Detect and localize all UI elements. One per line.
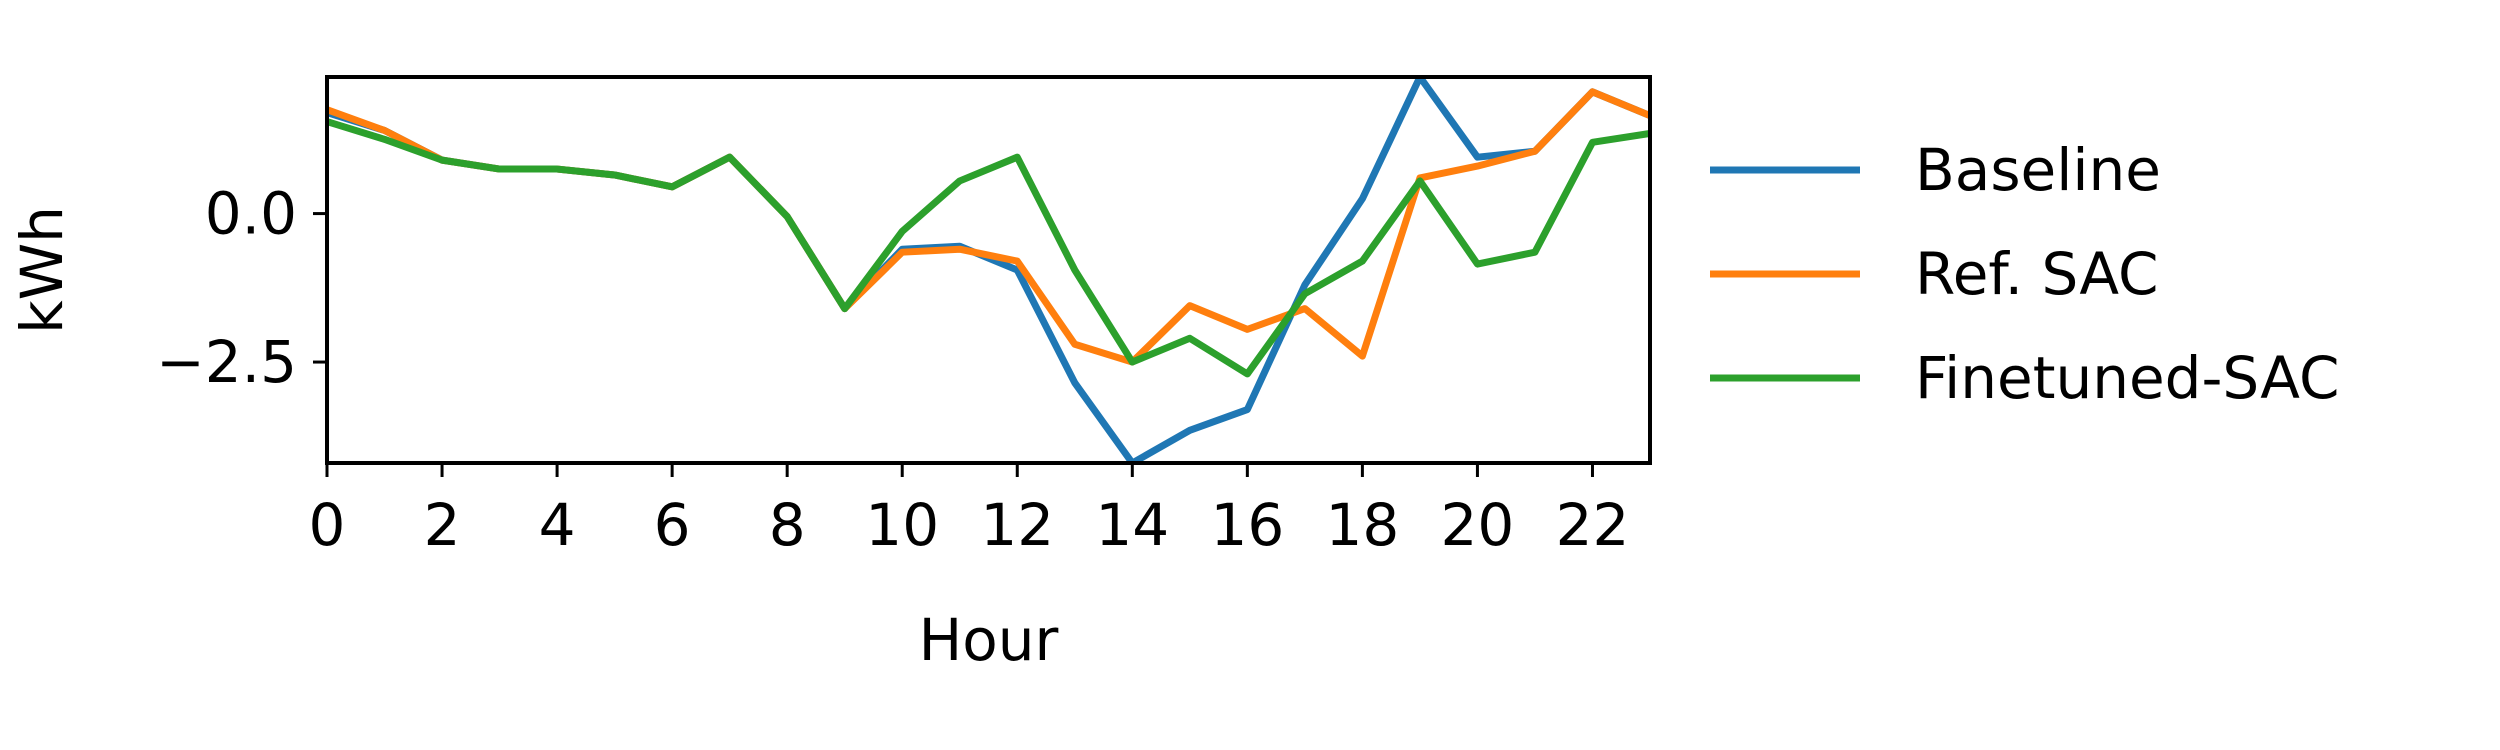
axes-frame <box>325 75 1652 465</box>
x-tick-label: 2 <box>424 491 461 559</box>
legend-label: Baseline <box>1915 136 2161 204</box>
x-tick-label: 22 <box>1556 491 1630 559</box>
x-tick-label: 12 <box>980 491 1054 559</box>
y-axis-label: kWh <box>8 206 76 334</box>
legend-label: Finetuned-SAC <box>1915 344 2339 412</box>
y-tick-label: −2.5 <box>156 328 297 396</box>
x-tick-label: 10 <box>865 491 939 559</box>
plot-area <box>327 75 1650 465</box>
x-tick-label: 20 <box>1441 491 1515 559</box>
x-tick-label: 0 <box>309 491 346 559</box>
legend-label: Ref. SAC <box>1915 240 2159 308</box>
x-tick-label: 16 <box>1210 491 1284 559</box>
x-tick-label: 4 <box>539 491 576 559</box>
series-line-finetuned-sac <box>327 117 1650 378</box>
legend: Baseline Ref. SAC Finetuned-SAC <box>1710 136 2339 412</box>
y-axis: 0.0 −2.5 <box>156 180 327 396</box>
x-tick-label: 18 <box>1325 491 1399 559</box>
x-tick-label: 14 <box>1095 491 1169 559</box>
x-tick-label: 6 <box>654 491 691 559</box>
x-axis: 0 2 4 6 8 10 12 14 16 18 20 22 <box>309 463 1630 559</box>
x-tick-label: 8 <box>769 491 806 559</box>
x-axis-label: Hour <box>919 606 1059 674</box>
y-tick-label: 0.0 <box>205 180 297 248</box>
series-line-baseline <box>327 75 1650 465</box>
